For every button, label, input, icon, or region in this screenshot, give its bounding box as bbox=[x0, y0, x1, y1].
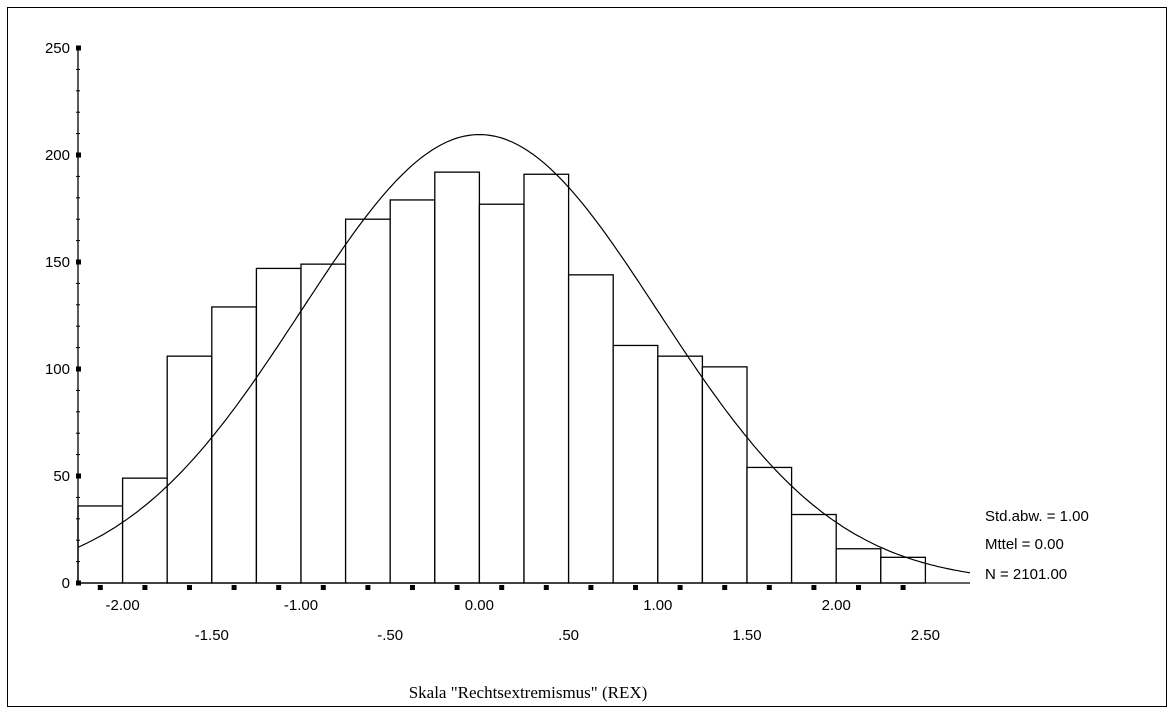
histogram-bar bbox=[344, 218, 391, 584]
y-major-tick bbox=[76, 45, 81, 51]
y-major-tick bbox=[76, 580, 81, 586]
normal-curve bbox=[77, 134, 971, 574]
x-tick-marker bbox=[187, 585, 192, 590]
histogram-bar bbox=[701, 366, 748, 584]
stat-mean: Mttel = 0.00 bbox=[985, 536, 1064, 553]
x-axis-title: Skala "Rechtsextremismus" (REX) bbox=[409, 683, 648, 702]
x-tick-label: .50 bbox=[558, 627, 579, 644]
x-tick-marker bbox=[454, 585, 460, 590]
x-tick-marker bbox=[231, 585, 237, 590]
x-tick-marker bbox=[900, 585, 906, 590]
x-tick-label: 1.00 bbox=[643, 597, 672, 614]
histogram-bar bbox=[121, 477, 168, 584]
stat-std-dev: Std.abw. = 1.00 bbox=[985, 508, 1089, 525]
x-tick-marker bbox=[856, 585, 861, 590]
histogram-bar bbox=[835, 548, 882, 584]
x-tick-marker bbox=[142, 585, 148, 590]
y-major-tick bbox=[76, 473, 81, 479]
histogram-bar bbox=[166, 355, 213, 584]
stat-n: N = 2101.00 bbox=[985, 566, 1067, 583]
y-major-tick bbox=[76, 152, 81, 158]
histogram-bar bbox=[300, 263, 347, 584]
x-tick-marker bbox=[811, 585, 817, 590]
y-tick-label: 250 bbox=[45, 40, 70, 57]
x-tick-label: 2.50 bbox=[911, 627, 940, 644]
y-tick-label: 100 bbox=[45, 361, 70, 378]
y-tick-label: 200 bbox=[45, 147, 70, 164]
x-tick-label: -1.00 bbox=[284, 597, 318, 614]
histogram-bar bbox=[478, 203, 525, 584]
x-tick-marker bbox=[499, 585, 505, 590]
x-tick-label: 0.00 bbox=[465, 597, 494, 614]
x-tick-marker bbox=[588, 585, 594, 590]
x-tick-marker bbox=[410, 585, 415, 590]
x-tick-label: 2.00 bbox=[822, 597, 851, 614]
x-tick-marker bbox=[677, 585, 683, 590]
histogram-bar bbox=[790, 513, 837, 584]
y-tick-label: 150 bbox=[45, 254, 70, 271]
x-tick-marker bbox=[722, 585, 728, 590]
histogram-bar bbox=[657, 355, 704, 584]
histogram-bar bbox=[434, 171, 481, 584]
x-tick-marker bbox=[766, 585, 772, 590]
histogram-bar bbox=[255, 267, 302, 584]
histogram-bar bbox=[389, 199, 436, 584]
y-tick-label: 50 bbox=[53, 468, 70, 485]
x-tick-label: -2.00 bbox=[105, 597, 139, 614]
histogram-bar bbox=[523, 173, 570, 584]
histogram-bar bbox=[567, 274, 614, 584]
x-tick-label: -.50 bbox=[377, 627, 403, 644]
x-tick-marker bbox=[543, 585, 549, 590]
y-major-tick bbox=[76, 259, 81, 265]
x-tick-marker bbox=[276, 585, 282, 590]
x-tick-label: -1.50 bbox=[195, 627, 229, 644]
histogram-bar bbox=[746, 466, 793, 584]
histogram-chart: 0 50 100 150 200 250 -2.00 -1.50 -1.00 -.50 0.00 .5… bbox=[45, 40, 1089, 702]
histogram-bar bbox=[211, 306, 258, 584]
y-major-tick bbox=[76, 366, 81, 372]
x-tick-label: 1.50 bbox=[732, 627, 761, 644]
y-tick-label: 0 bbox=[62, 575, 70, 592]
x-tick-marker bbox=[365, 585, 371, 590]
histogram-bar bbox=[612, 344, 659, 584]
x-tick-marker bbox=[97, 585, 103, 590]
chart-frame: 0 50 100 150 200 250 -2.00 -1.50 -1.00 -.50 0.00 .5… bbox=[7, 7, 1167, 707]
x-tick-marker bbox=[633, 585, 638, 590]
x-tick-marker bbox=[320, 585, 326, 590]
